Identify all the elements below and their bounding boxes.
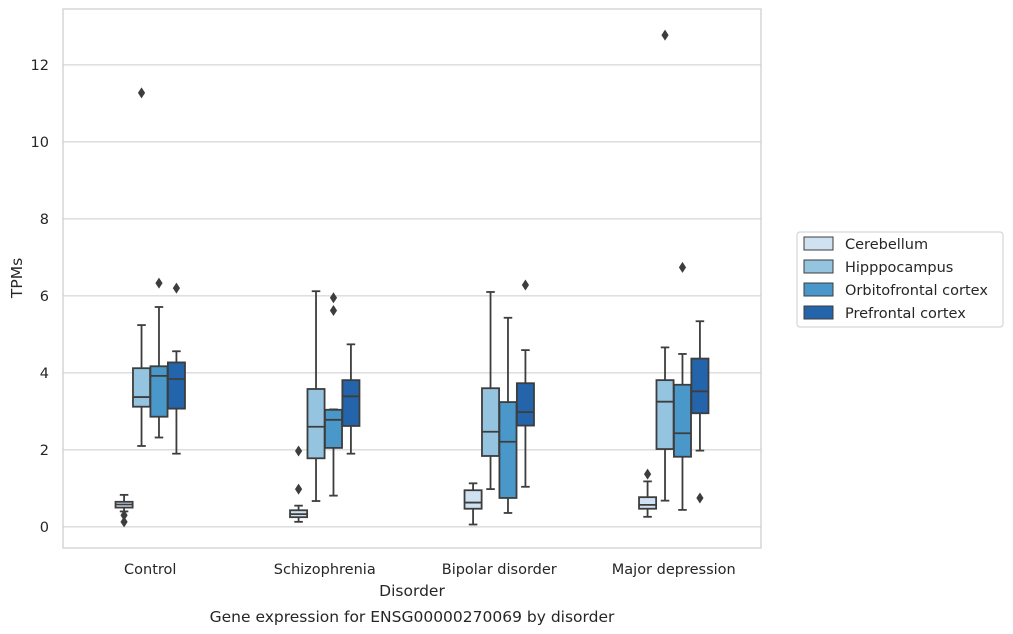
box-schizophrenia (341, 343, 361, 455)
box-iqr (498, 401, 518, 499)
x-tick-label: Control (124, 562, 176, 578)
box-iqr (515, 382, 535, 427)
legend-label: Orbitofrontal cortex (845, 283, 988, 299)
box-schizophrenia (306, 290, 326, 502)
outlier-point (661, 29, 669, 41)
box-series (114, 29, 710, 528)
box-iqr (306, 388, 326, 460)
box-major-depression (673, 261, 692, 511)
box-schizophrenia (289, 445, 309, 523)
box-control (166, 282, 186, 455)
outlier-point (329, 292, 338, 304)
box-bipolar-disorder (463, 482, 483, 526)
y-axis-label: TPMs (8, 258, 26, 299)
legend-item: Orbitofrontal cortex (803, 282, 988, 299)
box-iqr (463, 489, 483, 510)
legend-frame (796, 231, 1004, 328)
box-major-depression (690, 320, 710, 504)
x-tick-label: Bipolar disorder (442, 562, 557, 578)
outlier-point (137, 87, 146, 99)
legend-label: Prefrontal cortex (845, 306, 966, 322)
outlier-point (294, 445, 303, 457)
chart-caption: Gene expression for ENSG00000270069 by d… (210, 608, 615, 626)
legend-item: Cerebellum (803, 236, 928, 253)
tick-labels: 0 2 4 6 8 10 12 Control Schizophrenia Bipolar dis… (31, 58, 736, 578)
outlier-point (294, 483, 303, 495)
legend-swatch (803, 259, 834, 274)
box-iqr (690, 357, 710, 415)
y-tick-label: 6 (40, 289, 49, 305)
legend-item: Hipppocampus (803, 259, 953, 276)
box-control (149, 277, 169, 439)
outlier-point (155, 277, 163, 289)
legend-swatch (803, 236, 834, 251)
outlier-point (329, 304, 338, 316)
box-iqr (673, 383, 692, 458)
plot-frame (62, 8, 762, 549)
series-prefrontal-cortex (166, 279, 710, 504)
box-iqr (149, 365, 169, 418)
outlier-point (643, 468, 652, 480)
box-major-depression (638, 468, 658, 518)
box-iqr (655, 379, 675, 450)
box-iqr (324, 408, 343, 449)
y-tick-label: 2 (40, 443, 49, 459)
series-hipppocampus (132, 29, 675, 502)
y-tick-label: 12 (31, 58, 49, 74)
y-tick-label: 4 (40, 366, 49, 382)
legend-label: Hipppocampus (845, 260, 953, 276)
y-tick-label: 8 (40, 212, 49, 228)
box-bipolar-disorder (515, 279, 535, 488)
series-cerebellum (114, 445, 658, 528)
outlier-point (120, 509, 128, 521)
outlier-point (521, 279, 530, 291)
legend-swatch (803, 282, 834, 297)
legend-swatch (803, 305, 834, 320)
box-iqr (166, 361, 186, 410)
outlier-point (172, 282, 181, 294)
legend-item: Prefrontal cortex (803, 305, 966, 322)
axes-frame (62, 8, 762, 549)
outlier-point (120, 516, 128, 528)
legend: Cerebellum Hipppocampus Orbitofrontal cort… (796, 231, 1004, 328)
box-bipolar-disorder (498, 316, 518, 514)
box-iqr (341, 379, 361, 427)
x-tick-label: Schizophrenia (274, 562, 376, 578)
y-tick-label: 10 (31, 135, 49, 151)
outlier-point (696, 492, 704, 504)
series-orbitofrontal-cortex (149, 261, 692, 514)
box-bipolar-disorder (481, 291, 500, 490)
outlier-point (678, 261, 687, 273)
gridlines (63, 64, 761, 528)
y-tick-label: 0 (40, 520, 49, 536)
box-iqr (132, 367, 151, 408)
box-control (132, 87, 151, 447)
box-iqr (638, 496, 658, 510)
legend-label: Cerebellum (845, 237, 928, 253)
box-major-depression (655, 29, 675, 502)
x-tick-label: Major depression (612, 562, 736, 578)
box-control (114, 493, 134, 528)
box-iqr (481, 387, 500, 457)
box-schizophrenia (324, 292, 343, 497)
x-axis-label: Disorder (379, 582, 445, 600)
